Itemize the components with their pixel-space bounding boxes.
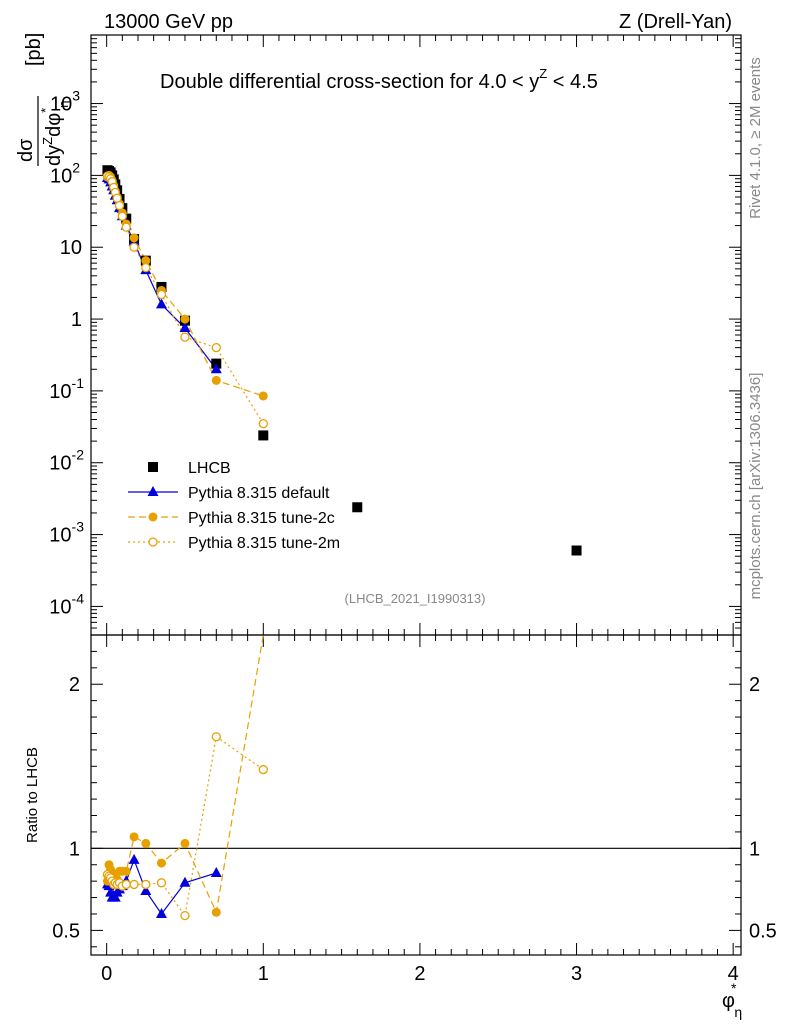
ratio-point-2	[211, 732, 221, 742]
ratio-point-2	[156, 878, 167, 888]
header-right: Z (Drell-Yan)	[619, 11, 732, 33]
ratio-y-tick-label-right: 0.5	[749, 920, 777, 942]
data-point-2	[180, 314, 190, 324]
ratio-y-tick-label: 1	[69, 838, 80, 860]
header-left: 13000 GeV pp	[104, 11, 233, 33]
main-series	[101, 165, 582, 556]
y-tick-label: 102	[50, 159, 80, 187]
data-point-3	[156, 289, 167, 300]
y-tick-label: 10-3	[49, 519, 84, 547]
legend-label: Pythia 8.315 tune-2c	[188, 510, 335, 527]
ratio-point-2	[258, 764, 268, 775]
ratio-point-2	[141, 879, 151, 890]
data-point-3	[211, 342, 221, 353]
ratio-point-1	[156, 858, 166, 868]
ratio-plot-frame	[90, 634, 742, 956]
ratio-y-tick-label: 2	[69, 674, 80, 696]
y-tick-label: 1	[71, 309, 82, 331]
ratio-point-0	[210, 866, 222, 877]
legend-marker	[147, 486, 159, 496]
x-tick-label: 0	[101, 963, 112, 985]
ratio-point-0	[128, 853, 140, 864]
ratio-point-0	[140, 885, 152, 895]
ratio-point-1	[141, 838, 151, 848]
rivet-version-label: Rivet 4.1.0, ≥ 2M events	[747, 57, 764, 219]
ratio-y-tick-label-right: 2	[749, 674, 760, 696]
y-tick-label: 10	[60, 237, 82, 259]
data-point-3	[141, 262, 151, 273]
legend: LHCB Pythia 8.315 default Pythia 8.315 tun…	[128, 460, 340, 552]
ratio-y-tick-label: 0.5	[52, 920, 80, 942]
data-point-1	[210, 363, 222, 374]
data-point-3	[117, 211, 127, 221]
data-point-1	[155, 298, 167, 309]
data-point-2	[258, 391, 268, 401]
series-line-2	[107, 174, 264, 397]
ratio-y-tick-label-right: 1	[749, 838, 760, 860]
x-tick-label: 1	[258, 963, 269, 985]
data-point-1	[179, 322, 191, 333]
ratio-point-0	[179, 876, 191, 887]
main-plot-title: Double differential cross-section for 4.…	[160, 66, 598, 93]
data-point-2	[211, 375, 221, 385]
svg-text:dyZdφ*η: dyZdφ*η	[38, 101, 71, 166]
data-point-3	[180, 332, 190, 342]
ratio-axis-ticks: 0 1 2 3 4 0.5 0.5 1 1 2 2	[52, 635, 777, 985]
data-point-3	[121, 222, 131, 232]
ratio-series	[101, 634, 268, 921]
y-tick-label: 10-4	[49, 590, 84, 618]
ratio-line-2	[107, 735, 264, 918]
ratio-point-1	[211, 907, 221, 917]
data-point-0	[352, 502, 363, 513]
legend-marker	[148, 512, 158, 522]
data-point-0	[258, 430, 269, 441]
svg-text:dσ: dσ	[15, 138, 37, 162]
y-tick-label: 10-1	[49, 375, 84, 403]
ratio-point-1	[121, 866, 131, 876]
x-tick-label: 3	[571, 963, 582, 985]
main-y-axis-label: dσ dyZdφ*η [pb]	[15, 33, 71, 166]
ratio-point-2	[129, 879, 139, 890]
legend-marker	[148, 537, 158, 547]
legend-label: Pythia 8.315 tune-2m	[188, 535, 340, 552]
legend-label: Pythia 8.315 default	[188, 485, 330, 502]
data-point-0	[571, 545, 582, 556]
ratio-point-2	[121, 879, 131, 890]
ratio-y-axis-label: Ratio to LHCB	[24, 747, 41, 843]
series-line-3	[107, 175, 264, 424]
ratio-point-2	[180, 910, 190, 921]
ratio-point-1	[129, 832, 139, 842]
data-point-3	[114, 200, 125, 211]
data-point-3	[258, 419, 268, 429]
data-point-3	[129, 242, 139, 252]
data-point-2	[129, 233, 139, 243]
data-point-2	[141, 256, 151, 266]
x-axis-label: φ* η	[722, 980, 742, 1020]
x-tick-label: 4	[728, 963, 739, 985]
legend-marker	[148, 462, 158, 472]
x-tick-label: 2	[414, 963, 425, 985]
ratio-line-1	[106, 634, 264, 915]
mcplots-label: mcplots.cern.ch [arXiv:1306.3436]	[747, 373, 764, 600]
svg-text:[pb]: [pb]	[23, 33, 45, 66]
ratio-point-1	[180, 838, 190, 848]
main-axis-ticks: 10-4 10-3 10-2 10-1 1 10 102 103	[49, 34, 741, 636]
y-tick-label: 103	[50, 88, 80, 116]
y-tick-label: 10-2	[49, 447, 84, 475]
legend-label: LHCB	[188, 460, 231, 477]
ratio-point-0	[155, 907, 167, 918]
analysis-watermark: (LHCB_2021_I1990313)	[345, 591, 486, 606]
